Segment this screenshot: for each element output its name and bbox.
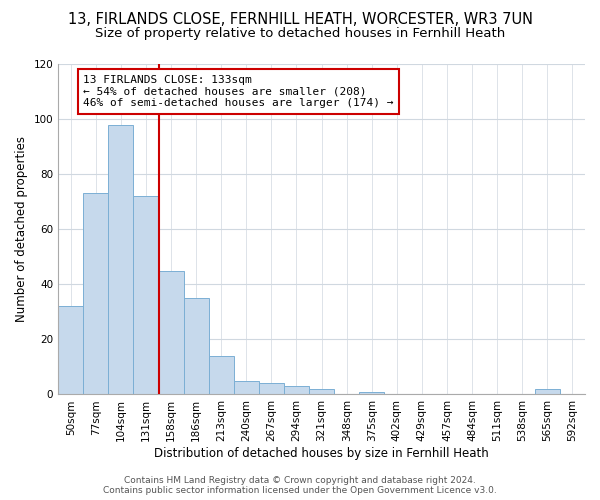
- Bar: [359, 392, 385, 394]
- Y-axis label: Number of detached properties: Number of detached properties: [15, 136, 28, 322]
- Bar: [535, 389, 560, 394]
- Bar: [83, 194, 109, 394]
- Bar: [209, 356, 234, 395]
- Bar: [234, 380, 259, 394]
- Bar: [158, 270, 184, 394]
- Text: Contains HM Land Registry data © Crown copyright and database right 2024.
Contai: Contains HM Land Registry data © Crown c…: [103, 476, 497, 495]
- Bar: [259, 384, 284, 394]
- Text: 13, FIRLANDS CLOSE, FERNHILL HEATH, WORCESTER, WR3 7UN: 13, FIRLANDS CLOSE, FERNHILL HEATH, WORC…: [67, 12, 533, 28]
- Bar: [309, 389, 334, 394]
- Bar: [58, 306, 83, 394]
- Bar: [109, 124, 133, 394]
- Bar: [184, 298, 209, 394]
- X-axis label: Distribution of detached houses by size in Fernhill Heath: Distribution of detached houses by size …: [154, 447, 489, 460]
- Text: Size of property relative to detached houses in Fernhill Heath: Size of property relative to detached ho…: [95, 28, 505, 40]
- Bar: [133, 196, 158, 394]
- Bar: [284, 386, 309, 394]
- Text: 13 FIRLANDS CLOSE: 133sqm
← 54% of detached houses are smaller (208)
46% of semi: 13 FIRLANDS CLOSE: 133sqm ← 54% of detac…: [83, 75, 394, 108]
